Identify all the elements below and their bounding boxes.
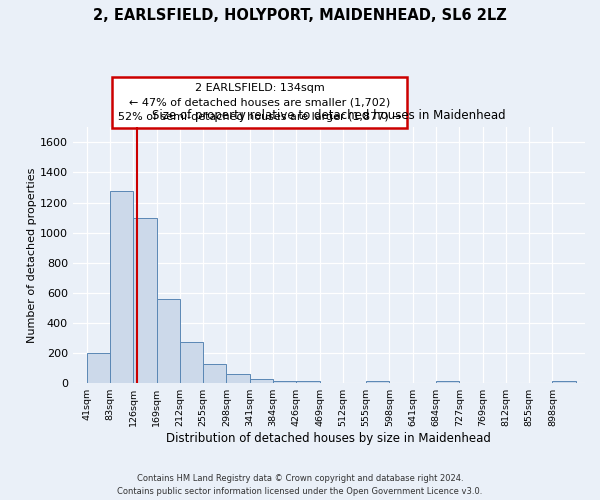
Bar [133, 218, 157, 383]
Bar [87, 353, 110, 383]
Bar [110, 190, 133, 383]
Title: Size of property relative to detached houses in Maidenhead: Size of property relative to detached ho… [152, 109, 506, 122]
Text: 2 EARLSFIELD: 134sqm
← 47% of detached houses are smaller (1,702)
52% of semi-de: 2 EARLSFIELD: 134sqm ← 47% of detached h… [118, 82, 401, 122]
Text: 2, EARLSFIELD, HOLYPORT, MAIDENHEAD, SL6 2LZ: 2, EARLSFIELD, HOLYPORT, MAIDENHEAD, SL6… [93, 8, 507, 22]
Text: Contains HM Land Registry data © Crown copyright and database right 2024.
Contai: Contains HM Land Registry data © Crown c… [118, 474, 482, 496]
Bar [157, 299, 180, 383]
Bar [250, 378, 273, 383]
Bar [436, 381, 459, 383]
Y-axis label: Number of detached properties: Number of detached properties [27, 168, 37, 343]
Bar [203, 364, 226, 383]
Bar [273, 380, 296, 383]
Bar [226, 374, 250, 383]
Bar [296, 381, 320, 383]
X-axis label: Distribution of detached houses by size in Maidenhead: Distribution of detached houses by size … [166, 432, 491, 445]
Bar [553, 381, 575, 383]
Bar [366, 381, 389, 383]
Bar [180, 342, 203, 383]
